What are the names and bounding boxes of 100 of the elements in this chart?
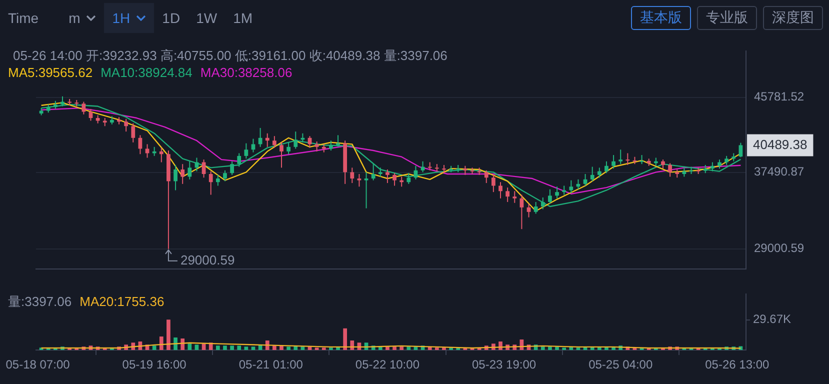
candlestick	[265, 132, 270, 148]
bar	[223, 346, 227, 350]
candlestick	[520, 194, 524, 230]
candlestick	[498, 182, 502, 199]
candlestick	[180, 164, 185, 184]
bar	[194, 344, 199, 350]
candlestick	[237, 152, 242, 168]
bar	[166, 320, 170, 350]
x-tick-label: 05-18 07:00	[6, 358, 70, 372]
x-tick-label: 05-26 13:00	[705, 358, 770, 372]
candlestick	[626, 152, 630, 166]
candlestick	[223, 170, 227, 182]
candlestick	[406, 172, 411, 184]
candlestick	[188, 160, 192, 180]
bar	[159, 336, 164, 350]
candlestick	[548, 188, 552, 204]
bar	[230, 346, 234, 350]
text: MA5:39565.62	[8, 65, 93, 80]
text: 基本版	[640, 9, 682, 27]
candlestick	[668, 162, 672, 178]
candlestick	[463, 165, 468, 176]
text: m	[68, 10, 80, 26]
candlestick	[386, 168, 390, 184]
candlestick	[512, 190, 517, 204]
text: 量:3397.06	[8, 294, 72, 309]
candlestick	[314, 140, 319, 152]
candlestick	[724, 155, 729, 166]
x-tick-label: 05-21 01:00	[238, 358, 304, 372]
candlestick	[208, 170, 213, 196]
text: 专业版	[706, 9, 748, 27]
candlestick	[216, 174, 220, 186]
text: MA30:38258.06	[200, 65, 292, 80]
candlestick	[82, 101, 86, 115]
candlestick	[682, 167, 686, 178]
annotation: 29000.59	[180, 252, 235, 268]
text: 1M	[233, 10, 253, 26]
text: 1H	[112, 10, 130, 26]
candlestick	[661, 159, 665, 170]
candlestick	[272, 136, 276, 148]
bar	[251, 346, 256, 350]
candlestick	[174, 164, 178, 191]
candlestick	[491, 174, 496, 193]
candlestick	[555, 186, 559, 199]
text: 深度图	[772, 9, 814, 27]
bar	[188, 344, 192, 350]
candlestick	[280, 142, 284, 168]
bar	[400, 346, 404, 350]
candlestick	[329, 140, 333, 152]
candlestick	[526, 203, 531, 218]
candlestick	[597, 167, 602, 178]
x-tick-label: 05-25 04:00	[588, 358, 653, 372]
x-tick-label: 05-23 19:00	[472, 358, 536, 372]
x-tick-label: 05-22 10:00	[355, 358, 420, 372]
x-tick-label: 05-19 16:00	[122, 358, 187, 372]
y-tick-label: 45781.52	[754, 90, 804, 104]
candlestick	[710, 162, 714, 172]
candlestick	[230, 160, 234, 176]
candlestick	[718, 159, 722, 170]
bar	[244, 346, 248, 350]
candlestick	[364, 172, 368, 209]
candlestick	[434, 164, 439, 172]
candlestick	[88, 108, 93, 122]
bar	[406, 346, 411, 350]
candlestick	[131, 122, 136, 143]
candlestick	[124, 118, 128, 132]
text: MA20:1755.36	[80, 294, 164, 309]
candlestick	[604, 160, 608, 174]
text: 1D	[162, 10, 180, 26]
candlestick	[506, 187, 510, 202]
bar	[392, 346, 396, 350]
candlestick	[477, 167, 482, 176]
y-tick-label: 29.67K	[753, 312, 792, 326]
candlestick	[159, 147, 164, 163]
bar	[286, 346, 290, 350]
bar	[216, 346, 220, 350]
bar	[540, 346, 545, 350]
candlestick	[251, 138, 256, 153]
y-tick-label: 29000.59	[754, 241, 804, 256]
text: MA10:38924.84	[100, 65, 192, 80]
candlestick	[612, 154, 616, 170]
candlestick	[484, 170, 488, 184]
bar	[343, 328, 348, 350]
candlestick	[371, 164, 376, 181]
chart-title: 05-26 14:00 开:39232.93 高:40755.00 低:39161.00 收:40489.38 量:3397.06	[13, 47, 448, 65]
text: 40489.38	[753, 136, 808, 152]
bar	[152, 346, 156, 350]
candlestick	[286, 142, 291, 155]
candlestick	[738, 142, 743, 158]
candlestick	[590, 166, 594, 182]
candlestick	[392, 172, 396, 186]
text: Time	[8, 10, 39, 26]
candlestick	[350, 167, 354, 184]
candlestick	[378, 167, 382, 178]
text: 1W	[196, 10, 218, 26]
candlestick	[534, 201, 538, 214]
candlestick	[618, 149, 623, 165]
bar	[548, 346, 552, 350]
candlestick	[145, 144, 150, 158]
bar	[237, 346, 242, 350]
y-tick-label: 37490.87	[754, 164, 804, 179]
